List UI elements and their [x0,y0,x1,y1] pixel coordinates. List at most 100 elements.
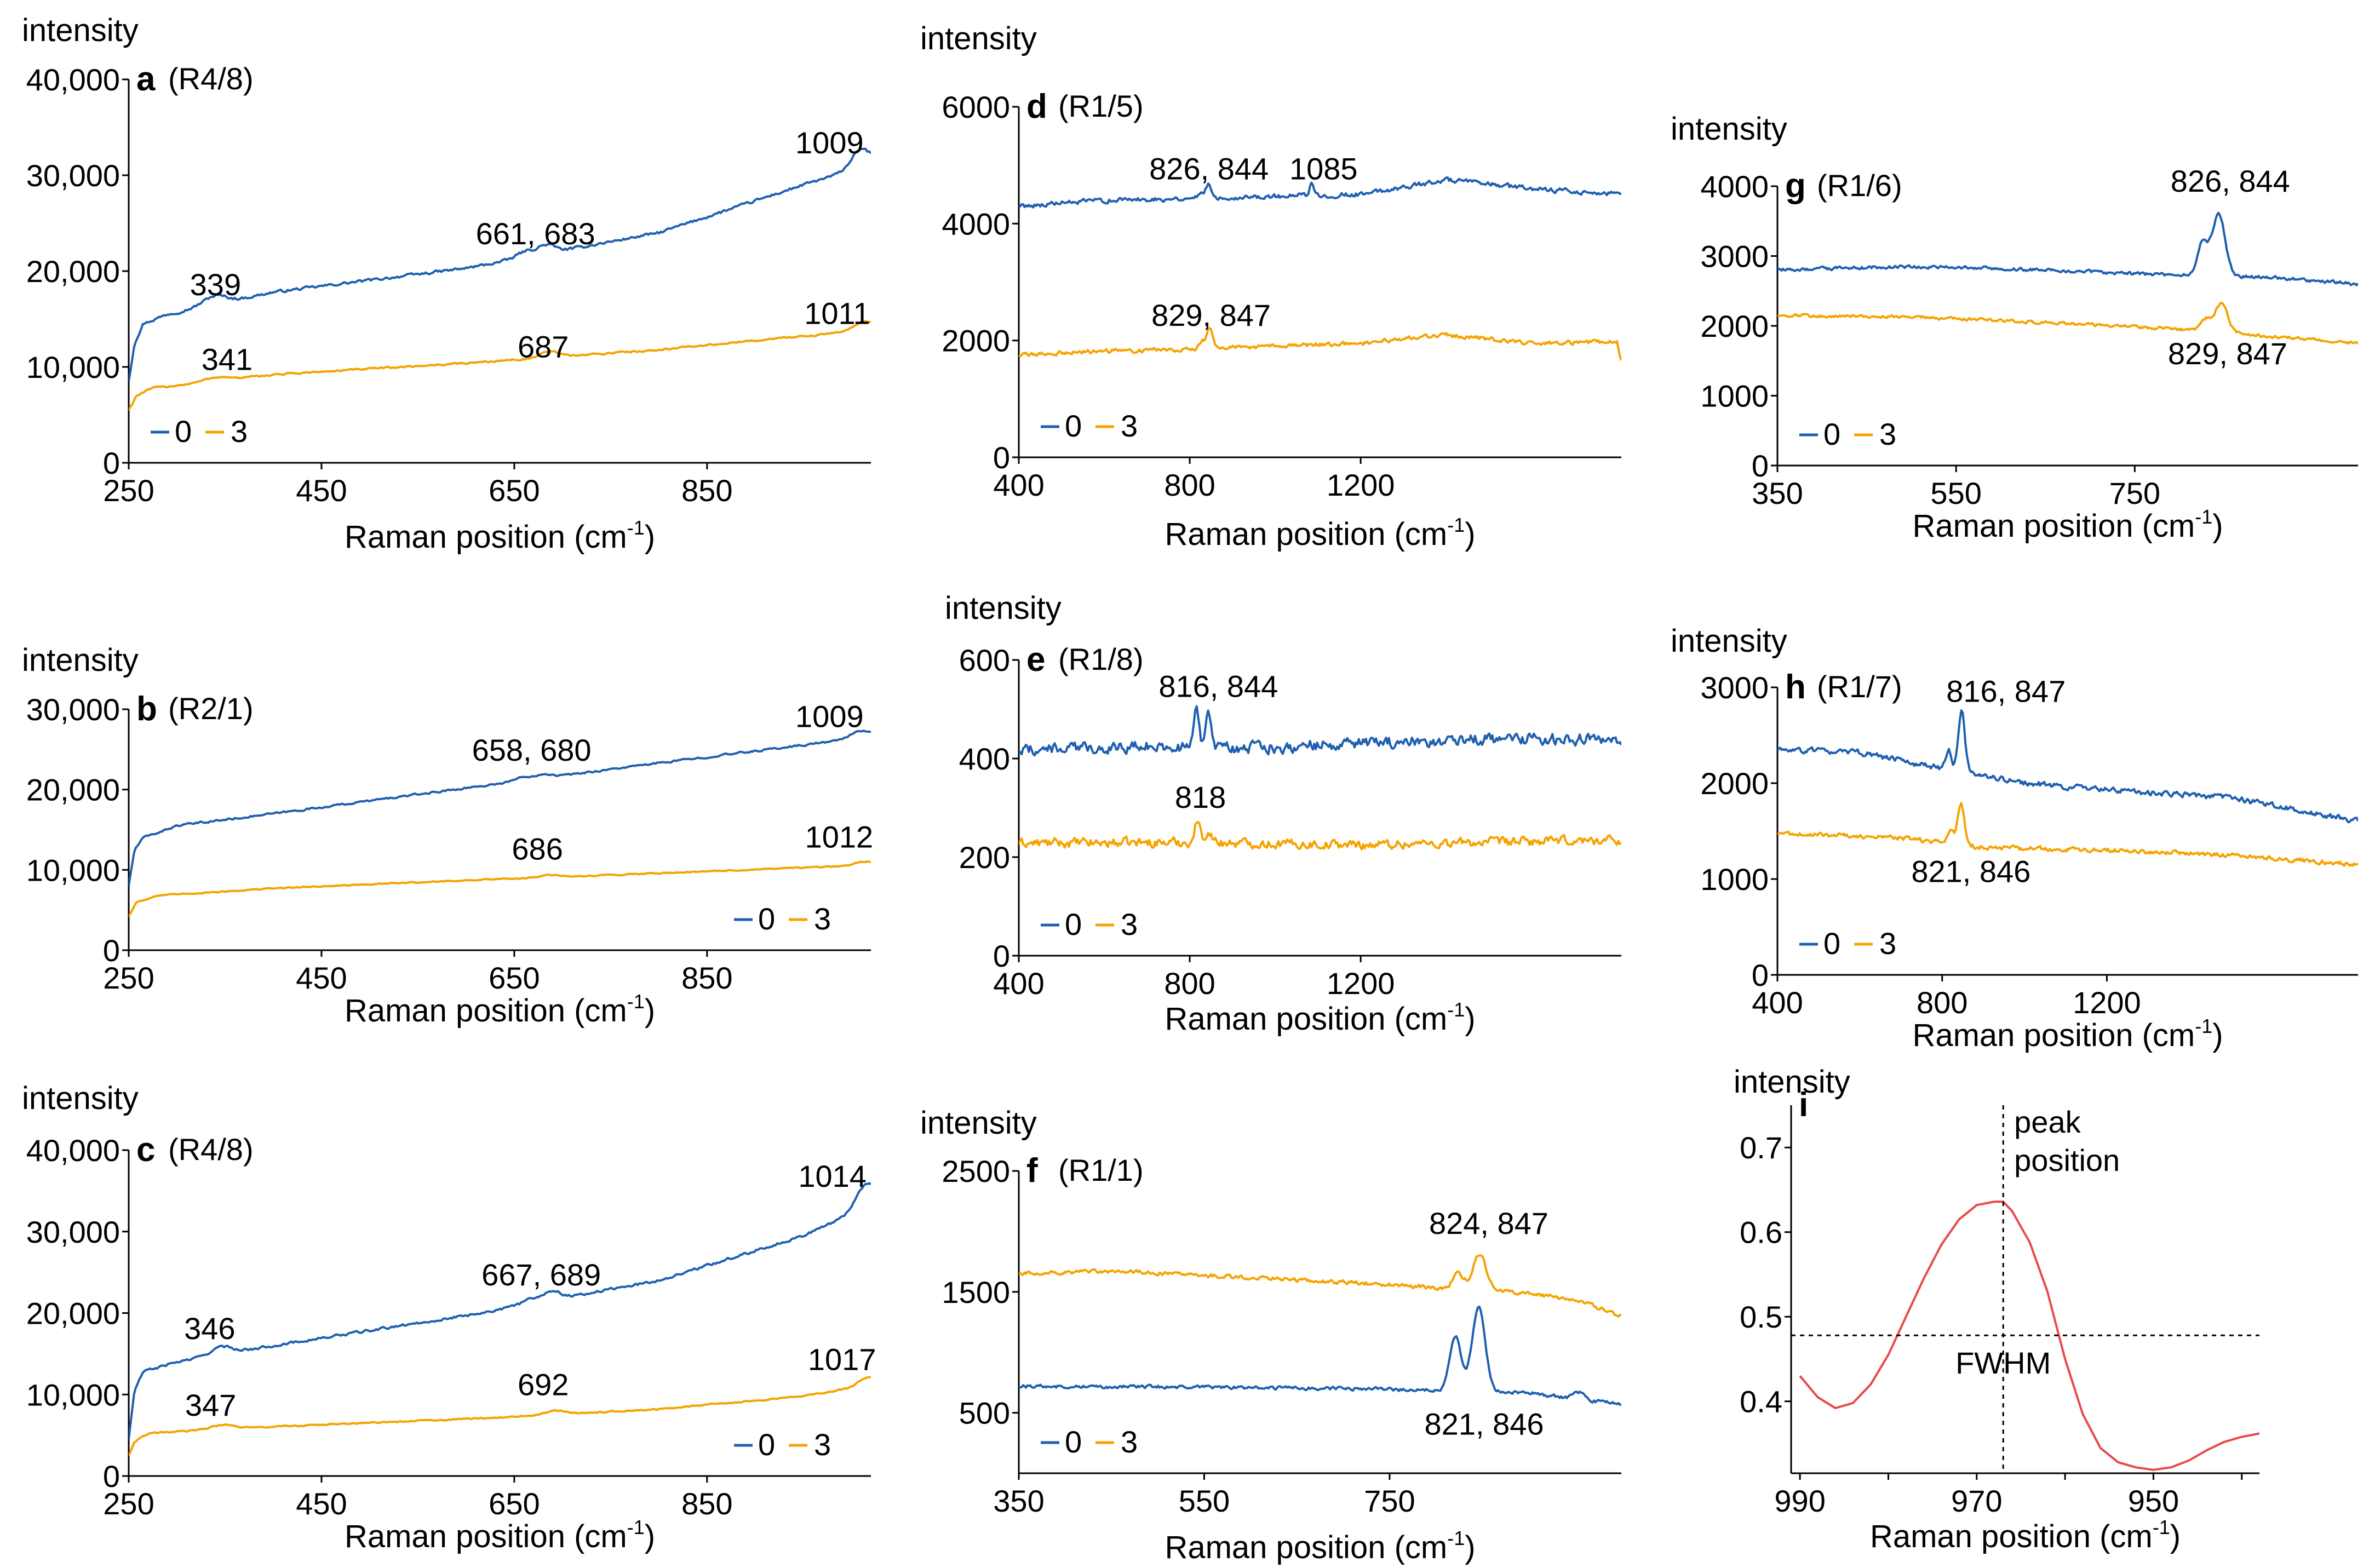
legend-label-0: 0 [1065,409,1082,443]
y-tick-label: 20,000 [26,773,120,807]
x-tick-label: 750 [1364,1484,1415,1518]
y-tick-label: 1000 [1700,862,1769,897]
legend-label-0: 0 [1065,907,1082,941]
series-line-0 [1019,1305,1621,1406]
x-axis-title: Raman position (cm-1) [1870,1516,2181,1554]
peak-annotation: 1014 [798,1159,867,1193]
panel-label: b [136,690,157,728]
y-tick-label: 2500 [942,1154,1010,1188]
legend-label-3: 3 [231,414,248,449]
panel-label: e [1026,641,1045,679]
y-tick-label: 500 [959,1396,1010,1431]
y-axis-title: intensity [920,1105,1037,1141]
peak-annotation: 1085 [1289,151,1358,186]
y-tick-label: 4000 [942,206,1010,241]
y-tick-label: 0.7 [1740,1130,1782,1165]
x-axis-title: Raman position (cm-1) [1912,1015,2223,1053]
x-axis-title-end: ) [2212,508,2223,544]
panel-i: 0.4 0.5 0.6 0.7 990 970 950 intensity Raman posi… [1734,1064,2259,1554]
peak-annotation: 1017 [808,1342,876,1377]
x-tick-label: 550 [1930,476,1981,510]
x-axis-title-end: ) [2170,1519,2181,1554]
series-line-0 [129,147,871,382]
x-tick-label: 250 [103,961,154,995]
panel-subtitle: (R1/8) [1058,642,1144,676]
y-tick-label: 10,000 [26,350,120,384]
y-tick-label: 1500 [942,1275,1010,1309]
x-axis-title-text: Raman position (cm [345,1519,627,1554]
x-axis-title-text: Raman position (cm [1165,1001,1447,1037]
series-line-0 [129,1182,871,1440]
series-line-3 [1019,326,1621,361]
x-tick-label: 450 [296,473,347,508]
x-axis-title: Raman position (cm-1) [1165,1527,1475,1565]
x-tick-label: 750 [2109,476,2160,510]
series-line-0 [1019,705,1621,757]
y-axis-title: intensity [920,21,1037,56]
legend-label-3: 3 [814,1427,831,1462]
legend-label-0: 0 [1823,926,1840,961]
x-axis-title-text: Raman position (cm [1912,1018,2195,1053]
panel-g: 0 1000 2000 3000 4000 350 550 750 intensity Raman… [1671,111,2358,544]
legend-label-3: 3 [1879,417,1896,451]
series-line-3 [1777,802,2358,867]
x-tick-label: 1200 [1327,966,1395,1001]
y-tick-label: 20,000 [26,1296,120,1331]
peak-annotation: 1009 [795,125,864,160]
y-tick-label: 600 [959,643,1010,677]
legend-label-3: 3 [1121,409,1138,443]
panel-subtitle: (R1/6) [1817,168,1902,203]
peak-annotation: 816, 844 [1158,669,1278,704]
peak-annotation: 1009 [795,699,864,733]
y-tick-label: 4000 [1700,169,1769,204]
y-tick-label: 10,000 [26,1377,120,1412]
panel-e: 0 200 400 600 400 800 1200 intensity Raman posit… [945,590,1621,1037]
series-line-3 [1777,301,2358,345]
x-tick-label: 400 [993,966,1044,1001]
legend-label-3: 3 [1121,907,1138,941]
peak-annotation: 821, 846 [1911,854,2030,888]
x-axis-title-text: Raman position (cm [1870,1519,2153,1554]
x-axis-title: Raman position (cm-1) [345,516,655,555]
peak-annotation: 829, 847 [1151,298,1271,332]
panel-subtitle: (R1/7) [1817,669,1902,704]
panel-subtitle: (R1/1) [1058,1153,1144,1187]
peak-annotation: 667, 689 [481,1257,601,1292]
panel-a: 0 10,000 20,000 30,000 40,000 250 450 650 850 int… [22,13,871,555]
y-tick-label: 0 [103,446,120,480]
peak-annotation: 818 [1175,780,1226,814]
panel-subtitle: (R4/8) [168,1132,254,1167]
series-line-3 [1019,820,1621,851]
y-tick-label: 400 [959,742,1010,776]
x-axis-title: Raman position (cm-1) [1165,514,1475,552]
panel-label: d [1026,88,1047,125]
x-tick-label: 800 [1164,468,1215,502]
series-line-0 [1777,709,2358,824]
x-tick-label: 1200 [1327,468,1395,502]
peak-annotation: 661, 683 [476,216,595,251]
series-line-0 [129,730,871,887]
series-line-3 [129,320,871,411]
panel-c: 0 10,000 20,000 30,000 40,000 250 450 650 850 int… [22,1081,876,1554]
x-axis-title-text: Raman position (cm [345,519,627,555]
panel-b: 0 10,000 20,000 30,000 250 450 650 850 intensity… [22,642,873,1029]
x-tick-label: 450 [296,1486,347,1521]
y-axis-title: intensity [945,590,1062,626]
peak-annotation: 1012 [805,819,874,854]
y-tick-label: 30,000 [26,692,120,727]
x-tick-label: 250 [103,473,154,508]
x-axis-title-end: ) [1465,1530,1475,1565]
x-tick-label: 1200 [2073,985,2141,1020]
x-axis-title-sup: -1 [627,990,645,1013]
x-axis-title-text: Raman position (cm [1165,516,1447,552]
y-tick-label: 0 [103,933,120,968]
x-axis-title-sup: -1 [2153,1516,2170,1538]
peak-annotation: 826, 844 [2171,164,2290,198]
x-axis-title-end: ) [645,993,655,1029]
series-line-0 [1019,176,1621,209]
